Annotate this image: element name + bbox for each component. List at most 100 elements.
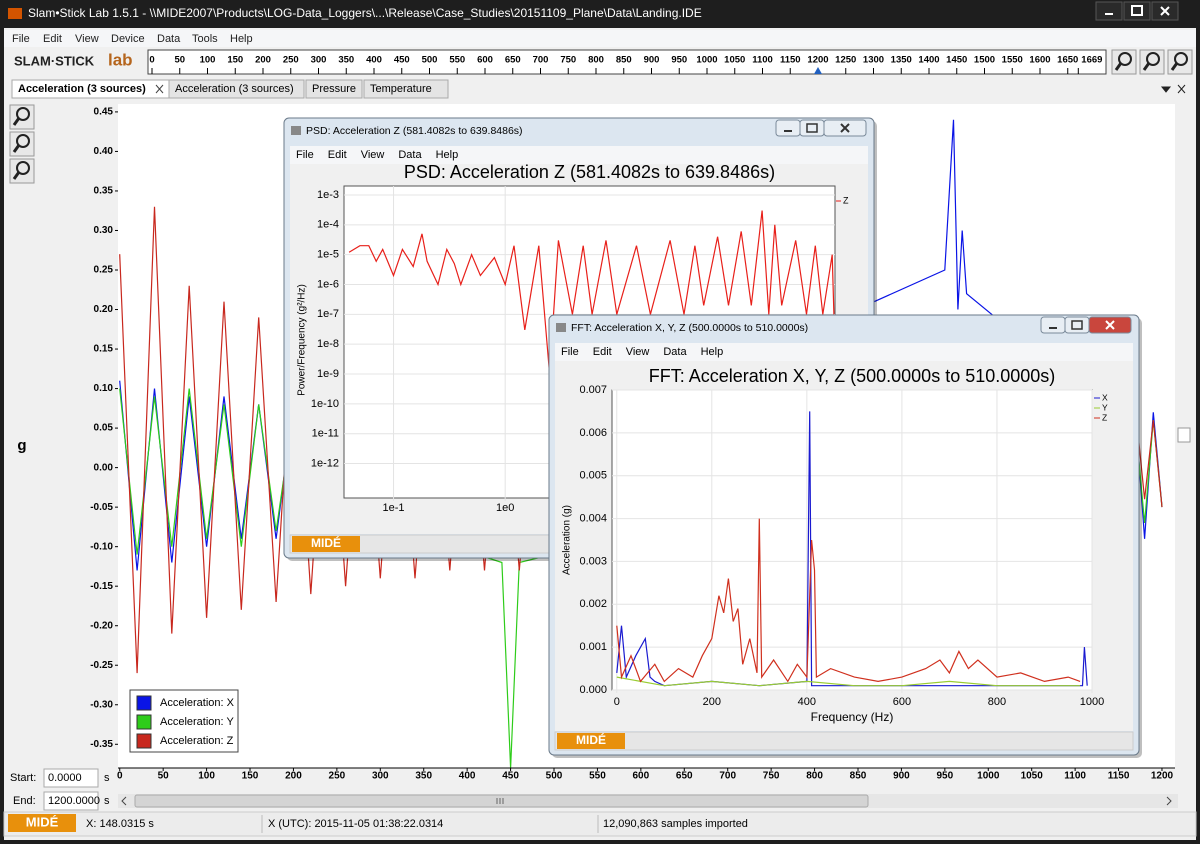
x-tick-label: 200: [703, 696, 721, 708]
scroll-grip: [496, 798, 504, 804]
start-input[interactable]: [43, 768, 99, 788]
menu-item[interactable]: File: [12, 33, 30, 45]
status-bar: [3, 811, 1197, 837]
horizontal-scrollbar[interactable]: [118, 794, 1178, 808]
glyph: [1114, 62, 1123, 71]
tab-bg: [363, 79, 449, 99]
scroll-mini[interactable]: [1177, 427, 1191, 443]
legend-swatch: [136, 733, 152, 749]
plot-zoom-button[interactable]: [9, 131, 35, 157]
ruler-bg: [147, 49, 1107, 75]
ruler-tick-label: 1300: [863, 55, 884, 66]
ruler-tick-label: 1250: [835, 55, 856, 66]
zoom-button[interactable]: [1167, 49, 1193, 75]
tab-label: Acceleration (3 sources): [175, 83, 294, 95]
tab[interactable]: Pressure: [305, 79, 363, 99]
close-button[interactable]: [1151, 1, 1179, 21]
menu-item[interactable]: Help: [230, 33, 253, 45]
tab[interactable]: Temperature: [363, 79, 449, 99]
x-tick-label: 300: [372, 771, 389, 782]
glyph: [1118, 52, 1132, 66]
status-utc: X (UTC): 2015-11-05 01:38:22.0314: [268, 818, 443, 830]
legend-label: Z: [843, 195, 849, 205]
x-tick-label: 850: [850, 771, 867, 782]
menu-item[interactable]: File: [296, 149, 314, 161]
menu-item[interactable]: Help: [701, 346, 724, 358]
child-window: FFT: Acceleration X, Y, Z (500.0000s to …: [548, 314, 1142, 758]
tab-label: Pressure: [312, 83, 356, 95]
y-tick-label: 0.20: [94, 304, 114, 315]
menu-item[interactable]: Data: [157, 33, 181, 45]
button-bg: [799, 119, 825, 137]
y-tick-label: 0.004: [579, 512, 607, 524]
y-tick-label: -0.30: [90, 699, 113, 710]
status-samples: 12,090,863 samples imported: [603, 818, 748, 830]
window-icon: [556, 323, 566, 332]
timeline-ruler[interactable]: 0 50 100 150 200 250 300 350 400 450 500 550 600 650 7…: [147, 49, 1107, 75]
zoom-button[interactable]: [1111, 49, 1137, 75]
ruler-tick-label: 1200: [807, 55, 828, 66]
close-button[interactable]: [823, 119, 867, 137]
ruler-tick-label: 950: [671, 55, 687, 66]
scroll-left: [121, 796, 127, 806]
x-tick-label: 1150: [1108, 771, 1130, 782]
end-input[interactable]: [43, 791, 99, 811]
menu-item[interactable]: Edit: [43, 33, 62, 45]
series-line: [616, 676, 1081, 687]
menu-item[interactable]: Help: [436, 149, 459, 161]
ruler-tick-label: 800: [588, 55, 604, 66]
menu-item[interactable]: Edit: [328, 149, 347, 161]
tab[interactable]: Acceleration (3 sources): [168, 79, 305, 99]
plot-zoom-button[interactable]: [9, 104, 35, 130]
ruler-tick-label: 1500: [974, 55, 995, 66]
x-tick-label: 600: [893, 696, 911, 708]
glyph: [12, 117, 21, 126]
menu-item[interactable]: Data: [398, 149, 422, 161]
close-button[interactable]: [1088, 316, 1132, 334]
ruler-tick-label: 550: [449, 55, 465, 66]
plot-zoom-button[interactable]: [9, 158, 35, 184]
tab[interactable]: Acceleration (3 sources): [11, 79, 170, 99]
glyph: [1174, 52, 1188, 66]
x-tick-label: 1200: [1151, 771, 1174, 782]
y-tick-label: 1e-7: [317, 308, 339, 320]
x-tick-label: 200: [285, 771, 302, 782]
series-layer: [616, 411, 1088, 687]
menu-item[interactable]: Device: [111, 33, 145, 45]
maximize-button[interactable]: [1064, 316, 1090, 334]
y-tick-label: 1e-10: [311, 398, 339, 410]
glyph: [1170, 62, 1179, 71]
tab-label: Acceleration (3 sources): [18, 83, 146, 95]
ruler-cursor: [814, 67, 822, 74]
y-tick-label: 0.002: [579, 598, 607, 610]
zoom-button[interactable]: [1139, 49, 1165, 75]
ruler-tick-label: 700: [533, 55, 549, 66]
ruler-tick-label: 900: [644, 55, 660, 66]
y-tick-label: 0.006: [579, 427, 607, 439]
window-icon: [291, 126, 301, 135]
x-tick-label: 450: [502, 771, 519, 782]
glyph: [1146, 52, 1160, 66]
menu-item[interactable]: Data: [663, 346, 687, 358]
menu-item[interactable]: File: [561, 346, 579, 358]
menu-item[interactable]: View: [75, 33, 99, 45]
menu-item[interactable]: Tools: [192, 33, 218, 45]
minimize-button[interactable]: [775, 119, 801, 137]
status-x: X: 148.0315 s: [86, 818, 154, 830]
y-axis-label: Power/Frequency (g²/Hz): [297, 284, 308, 396]
legend-swatch: [136, 714, 152, 730]
menu-item[interactable]: View: [361, 149, 385, 161]
maximize-button[interactable]: [799, 119, 825, 137]
ruler-tick-label: 500: [422, 55, 438, 66]
button-bg: [1064, 316, 1090, 334]
menu-item[interactable]: View: [626, 346, 650, 358]
maximize-button[interactable]: [1123, 1, 1151, 21]
ruler-tick-label: 200: [255, 55, 271, 66]
minimize-button[interactable]: [1095, 1, 1123, 21]
x-tick-label: 100: [198, 771, 215, 782]
y-tick-label: 1e-3: [317, 189, 339, 201]
tab-menu[interactable]: [1160, 84, 1186, 94]
scroll-right: [1166, 796, 1172, 806]
minimize-button[interactable]: [1040, 316, 1066, 334]
menu-item[interactable]: Edit: [593, 346, 612, 358]
